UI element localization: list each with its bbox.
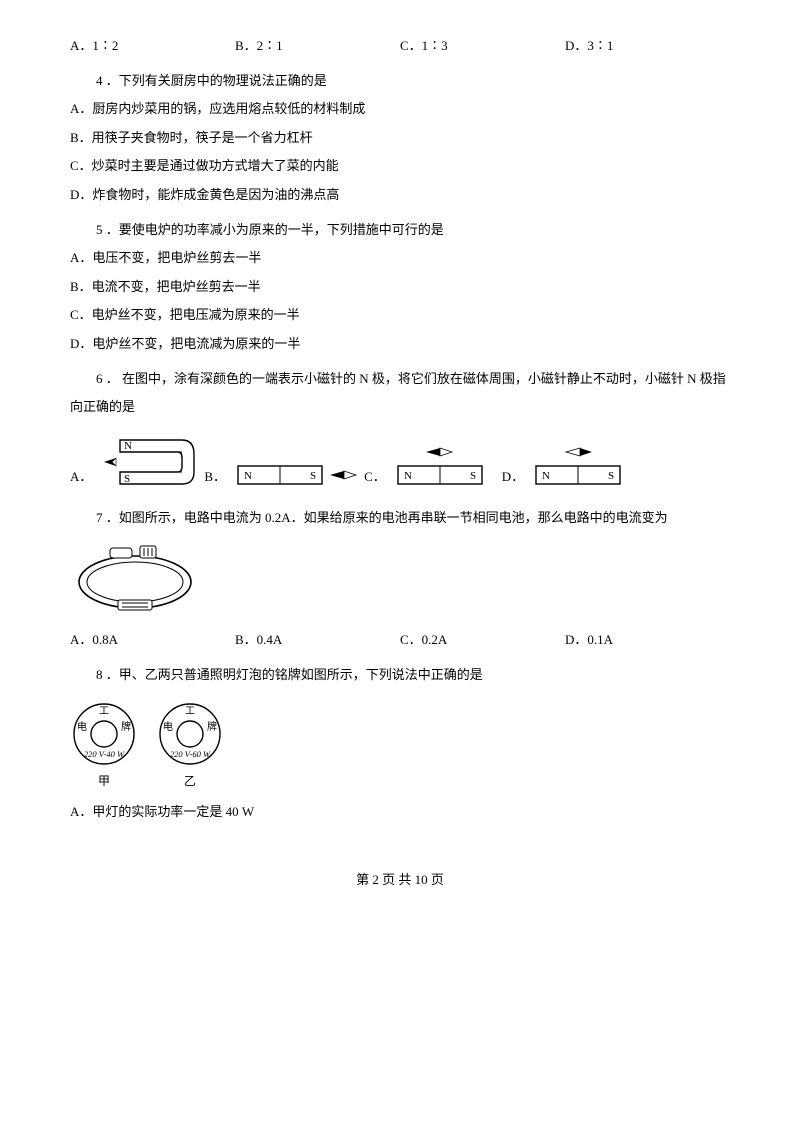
svg-text:N: N	[542, 470, 550, 482]
page-footer: 第 2 页 共 10 页	[70, 866, 730, 895]
q7-option-c[interactable]: C．0.2A	[400, 626, 565, 655]
q6-figure-d: N S	[534, 446, 634, 492]
svg-text:工: 工	[99, 706, 109, 717]
q3-options: A．1∶2 B．2∶1 C．1∶3 D．3∶1	[70, 32, 730, 61]
bulb-jia-label: 甲	[70, 768, 138, 794]
svg-text:S: S	[470, 470, 476, 482]
bulb-yi-icon: 工 电 牌 220 V-60 W	[156, 700, 224, 768]
svg-text:N: N	[124, 440, 132, 452]
q5-option-c[interactable]: C．电炉丝不变，把电压减为原来的一半	[70, 301, 730, 330]
q4-option-c[interactable]: C．炒菜时主要是通过做功方式增大了菜的内能	[70, 152, 730, 181]
svg-text:工: 工	[185, 706, 195, 717]
q6-figure-a: N S	[102, 434, 198, 492]
q7-options: A．0.8A B．0.4A C．0.2A D．0.1A	[70, 626, 730, 655]
bulb-jia-icon: 工 电 牌 220 V-40 W	[70, 700, 138, 768]
q6-label-d: D．	[502, 463, 524, 492]
q6-label-b: B．	[204, 463, 226, 492]
svg-text:N: N	[404, 470, 412, 482]
svg-text:S: S	[310, 470, 316, 482]
q3-option-b[interactable]: B．2∶1	[235, 32, 400, 61]
q4-option-b[interactable]: B．用筷子夹食物时，筷子是一个省力杠杆	[70, 124, 730, 153]
q5-option-a[interactable]: A．电压不变，把电炉丝剪去一半	[70, 244, 730, 273]
q7-figure	[70, 540, 200, 618]
q5-option-b[interactable]: B．电流不变，把电炉丝剪去一半	[70, 273, 730, 302]
q6-figure-b: N S	[236, 456, 358, 492]
q8-stem: 8 ．甲、乙两只普通照明灯泡的铭牌如图所示，下列说法中正确的是	[70, 661, 730, 690]
q7-option-d[interactable]: D．0.1A	[565, 626, 730, 655]
q6-stem: 6 ． 在图中，涂有深颜色的一端表示小磁针的 N 极，将它们放在磁体周围，小磁针…	[70, 365, 730, 422]
svg-text:牌: 牌	[207, 720, 217, 733]
q3-option-c[interactable]: C．1∶3	[400, 32, 565, 61]
q6-label-c: C．	[364, 463, 386, 492]
svg-text:220 V-40 W: 220 V-40 W	[84, 749, 125, 759]
q6-figure-c: N S	[396, 446, 496, 492]
q6-label-a: A．	[70, 463, 92, 492]
q8-option-a[interactable]: A．甲灯的实际功率一定是 40 W	[70, 798, 730, 827]
q7-option-b[interactable]: B．0.4A	[235, 626, 400, 655]
q4-option-d[interactable]: D．炸食物时，能炸成金黄色是因为油的沸点高	[70, 181, 730, 210]
bulb-yi-label: 乙	[156, 768, 224, 794]
q7-stem: 7 ．如图所示，电路中电流为 0.2A．如果给原来的电池再串联一节相同电池，那么…	[70, 504, 730, 533]
q4-stem: 4 ．下列有关厨房中的物理说法正确的是	[70, 67, 730, 96]
svg-text:电: 电	[77, 720, 87, 733]
svg-text:电: 电	[163, 720, 173, 733]
q3-option-a[interactable]: A．1∶2	[70, 32, 235, 61]
svg-text:N: N	[244, 470, 252, 482]
svg-text:牌: 牌	[121, 720, 131, 733]
q7-option-a[interactable]: A．0.8A	[70, 626, 235, 655]
q6-figures: A． N S B． N S C． N S D． N S	[70, 434, 730, 492]
q8-bulbs: 工 电 牌 220 V-40 W 甲 工 电 牌 220 V-60 W 乙	[70, 700, 730, 794]
q4-option-a[interactable]: A．厨房内炒菜用的锅，应选用熔点较低的材料制成	[70, 95, 730, 124]
svg-text:S: S	[608, 470, 614, 482]
q5-option-d[interactable]: D．电炉丝不变，把电流减为原来的一半	[70, 330, 730, 359]
svg-text:S: S	[124, 473, 130, 485]
q5-stem: 5 ．要使电炉的功率减小为原来的一半，下列措施中可行的是	[70, 216, 730, 245]
q3-option-d[interactable]: D．3∶1	[565, 32, 730, 61]
svg-text:220 V-60 W: 220 V-60 W	[170, 749, 211, 759]
